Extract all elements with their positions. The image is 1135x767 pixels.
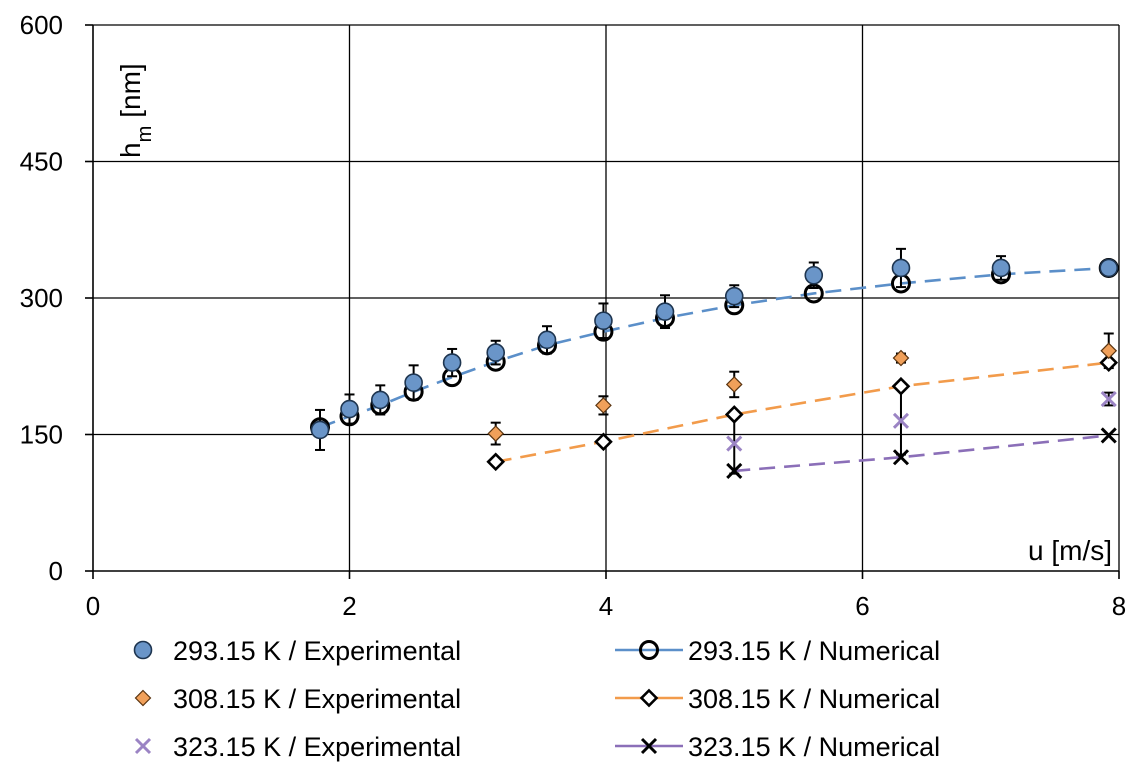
- legend-marker: [639, 688, 659, 708]
- data-point: [655, 302, 675, 321]
- data-point: [724, 405, 744, 424]
- data-point: [442, 353, 462, 372]
- x-axis-title: u [m/s]: [1028, 535, 1112, 566]
- data-point: [1099, 353, 1119, 372]
- legend-label: 293.15 K / Numerical: [688, 636, 940, 666]
- legend-entry: 293.15 K / Experimental: [133, 636, 461, 666]
- data-point: [891, 376, 911, 396]
- error-bars: [315, 247, 1114, 475]
- data-point: [803, 283, 824, 304]
- y-axis-title: hm [nm]: [115, 63, 156, 158]
- legend-entry: 293.15 K / Numerical: [615, 636, 940, 666]
- legend-marker: [134, 737, 152, 755]
- data-point: [594, 432, 613, 452]
- x-stroke: [892, 449, 910, 466]
- data-point: [1100, 427, 1117, 444]
- grid: [93, 24, 1120, 571]
- numerical-line: [734, 434, 1109, 473]
- data-point: [891, 258, 911, 278]
- axis-labels: hm [nm] u [m/s]: [115, 63, 1112, 566]
- legend-marker: [134, 689, 152, 707]
- legend-marker: [639, 640, 659, 660]
- data-point: [726, 435, 743, 452]
- x-stroke: [1100, 390, 1117, 408]
- y-tick-label: 450: [20, 147, 63, 177]
- data-point: [724, 286, 744, 306]
- data-point: [892, 349, 910, 367]
- legend-label: 308.15 K / Experimental: [173, 684, 461, 714]
- data-point: [486, 343, 506, 362]
- legend-entry: 323.15 K / Numerical: [615, 732, 940, 762]
- x-stroke: [640, 737, 658, 755]
- x-tick-label: 4: [599, 591, 613, 621]
- x-tick-label: 2: [342, 591, 356, 621]
- data-point: [404, 373, 423, 392]
- x-tick-label: 0: [86, 591, 100, 621]
- x-tick-label: 6: [855, 591, 869, 621]
- data-point: [537, 330, 557, 350]
- data-point: [340, 399, 359, 419]
- y-tick-label: 150: [20, 420, 63, 450]
- numerical-line: [319, 266, 1109, 429]
- data-point: [487, 425, 505, 442]
- x-stroke: [726, 435, 743, 452]
- legend-entry: 308.15 K / Experimental: [134, 684, 461, 714]
- legend-label: 323.15 K / Experimental: [173, 732, 461, 762]
- y-tick-label: 600: [20, 10, 63, 40]
- legend-label: 308.15 K / Numerical: [688, 684, 940, 714]
- series-markers: [310, 257, 1119, 479]
- y-tick-label: 300: [20, 283, 63, 313]
- y-tick-label: 0: [49, 556, 63, 586]
- series-lines: [319, 266, 1109, 473]
- legend-marker: [640, 737, 658, 755]
- x-stroke: [1100, 427, 1117, 444]
- numerical-line: [495, 361, 1109, 464]
- x-tick-label: 8: [1112, 591, 1126, 621]
- data-point: [310, 420, 330, 440]
- data-point: [725, 376, 743, 393]
- data-point: [991, 258, 1011, 278]
- data-point: [804, 265, 824, 285]
- y-axis-title-main: h: [115, 142, 146, 158]
- data-point: [1100, 342, 1118, 360]
- data-point: [594, 311, 613, 331]
- legend-entry: 323.15 K / Experimental: [134, 732, 461, 762]
- legend-label: 293.15 K / Experimental: [173, 636, 461, 666]
- data-point: [1100, 390, 1117, 408]
- legend-label: 323.15 K / Numerical: [688, 732, 940, 762]
- legend-marker: [133, 640, 153, 660]
- y-axis-title-sub: m: [134, 126, 156, 143]
- data-point: [486, 452, 506, 472]
- y-axis-title-unit: [nm]: [115, 63, 146, 117]
- x-stroke: [892, 412, 910, 429]
- data-point: [892, 449, 910, 466]
- x-stroke: [726, 462, 743, 479]
- data-point: [1099, 258, 1119, 278]
- data-point: [370, 390, 390, 410]
- legend-entry: 308.15 K / Numerical: [615, 684, 940, 714]
- data-point: [892, 412, 910, 429]
- data-point: [726, 462, 743, 479]
- legend: 293.15 K / Experimental 308.15 K / Experi…: [133, 636, 940, 762]
- data-point: [595, 397, 612, 414]
- axes: 0 2 4 6 8 0 150 300 450 600: [20, 10, 1127, 621]
- x-stroke: [134, 737, 152, 755]
